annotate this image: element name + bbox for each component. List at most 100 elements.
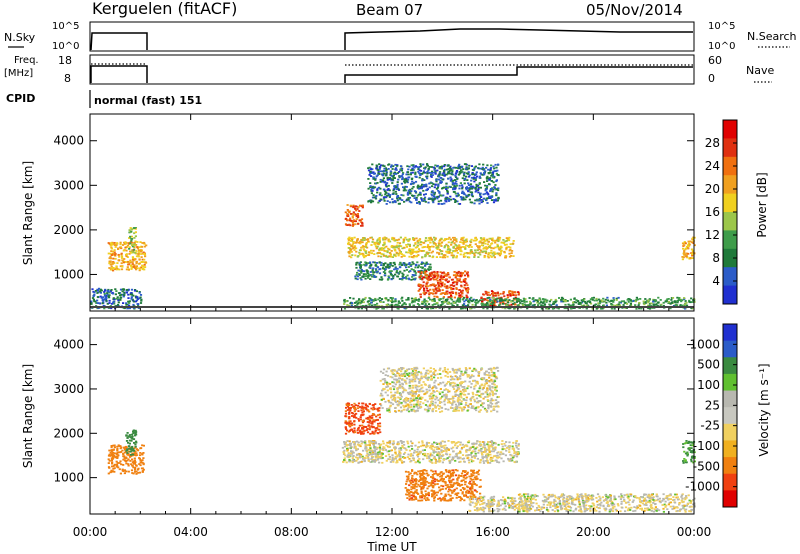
- data-cell: [430, 448, 433, 450]
- data-cell: [419, 450, 422, 453]
- data-cell: [454, 200, 457, 202]
- data-cell: [360, 218, 364, 221]
- data-cell: [683, 297, 686, 299]
- data-cell: [432, 450, 436, 453]
- data-cell: [353, 420, 356, 422]
- data-cell: [416, 244, 419, 247]
- data-cell: [431, 190, 434, 192]
- data-cell: [378, 297, 381, 299]
- data-cell: [396, 165, 399, 167]
- data-cell: [408, 200, 411, 203]
- data-cell: [486, 202, 489, 204]
- data-cell: [353, 423, 356, 426]
- data-cell: [404, 456, 407, 459]
- data-cell: [489, 244, 492, 247]
- data-cell: [393, 173, 396, 175]
- data-cell: [393, 304, 396, 307]
- data-cell: [505, 237, 508, 239]
- data-cell: [395, 271, 398, 274]
- data-cell: [347, 210, 350, 213]
- data-cell: [376, 182, 379, 184]
- data-cell: [411, 261, 414, 264]
- data-cell: [94, 300, 97, 303]
- data-cell: [452, 281, 455, 284]
- data-cell: [692, 239, 695, 242]
- data-cell: [432, 183, 435, 185]
- data-cell: [591, 298, 594, 301]
- data-cell: [425, 287, 429, 290]
- data-cell: [391, 175, 394, 178]
- data-cell: [437, 447, 441, 450]
- data-cell: [616, 304, 619, 306]
- data-cell: [408, 176, 411, 179]
- data-cell: [136, 303, 139, 305]
- data-cell: [467, 167, 470, 170]
- data-cell: [484, 448, 487, 450]
- data-cell: [358, 210, 361, 212]
- data-cell: [388, 445, 391, 448]
- data-cell: [419, 165, 423, 167]
- data-cell: [435, 244, 438, 247]
- data-cell: [395, 461, 398, 464]
- data-cell: [480, 450, 483, 453]
- data-cell: [383, 268, 386, 270]
- data-cell: [381, 453, 384, 455]
- data-cell: [108, 467, 111, 469]
- data-cell: [128, 237, 131, 239]
- data-cell: [110, 449, 113, 451]
- data-cell: [423, 184, 426, 186]
- nave-right-tick-bottom: 0: [708, 72, 715, 85]
- data-cell: [419, 286, 422, 289]
- data-cell: [572, 301, 575, 304]
- data-cell: [372, 419, 375, 421]
- data-cell: [112, 467, 115, 470]
- data-cell: [382, 264, 386, 266]
- data-cell: [381, 461, 384, 464]
- data-cell: [523, 303, 526, 306]
- data-cell: [428, 246, 432, 248]
- data-cell: [456, 178, 459, 180]
- data-cell: [440, 451, 443, 454]
- data-cell: [364, 447, 367, 450]
- data-cell: [447, 177, 450, 180]
- data-cell: [141, 459, 144, 461]
- data-cell: [435, 302, 438, 304]
- data-cell: [134, 240, 137, 243]
- data-cell: [456, 247, 459, 249]
- data-cell: [419, 249, 422, 252]
- data-cell: [134, 468, 137, 471]
- data-cell: [374, 268, 378, 270]
- data-cell: [374, 453, 377, 456]
- data-cell: [437, 189, 440, 192]
- data-cell: [480, 173, 483, 176]
- data-cell: [499, 292, 502, 295]
- data-cell: [372, 273, 375, 276]
- data-cell: [395, 193, 398, 195]
- data-cell: [437, 203, 440, 205]
- data-cell: [115, 244, 118, 247]
- data-cell: [352, 219, 355, 222]
- data-cell: [466, 445, 469, 448]
- data-cell: [605, 304, 608, 307]
- data-cell: [423, 196, 427, 199]
- data-cell: [104, 298, 107, 301]
- data-cell: [107, 252, 110, 255]
- data-cell: [380, 278, 383, 281]
- data-cell: [116, 262, 119, 264]
- data-cell: [376, 302, 379, 305]
- data-cell: [429, 307, 433, 310]
- data-cell: [343, 449, 346, 452]
- data-cell: [451, 441, 454, 444]
- data-cell: [441, 165, 444, 168]
- data-cell: [350, 240, 353, 242]
- data-cell: [455, 288, 458, 290]
- data-cell: [111, 250, 115, 253]
- data-cell: [638, 307, 641, 310]
- data-cell: [363, 249, 366, 252]
- data-cell: [442, 186, 446, 189]
- data-cell: [532, 300, 535, 303]
- data-cell: [370, 450, 373, 453]
- data-cell: [127, 445, 130, 448]
- data-cell: [137, 298, 140, 300]
- data-cell: [510, 252, 513, 254]
